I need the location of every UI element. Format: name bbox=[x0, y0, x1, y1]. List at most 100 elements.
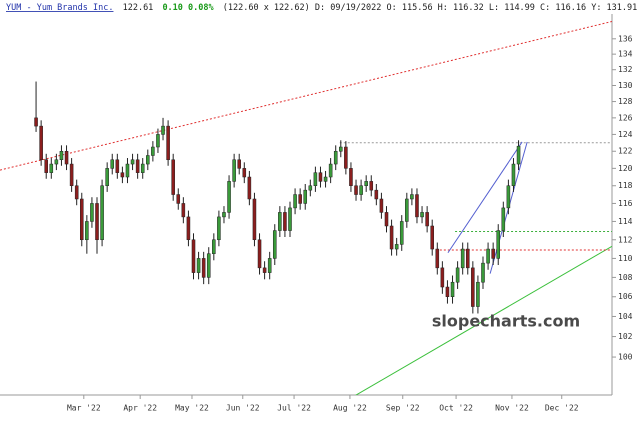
candle-body bbox=[425, 212, 429, 227]
candle-body bbox=[262, 267, 267, 273]
candle-body bbox=[191, 239, 196, 273]
candle-body bbox=[369, 181, 374, 191]
candle-body bbox=[151, 146, 155, 156]
x-tick-label: Aug '22 bbox=[333, 404, 367, 413]
y-tick-label: 126 bbox=[618, 113, 633, 122]
watermark: slopecharts.com bbox=[432, 312, 580, 331]
candle-body bbox=[247, 176, 252, 200]
candle-body bbox=[206, 253, 211, 278]
candle-body bbox=[120, 172, 125, 178]
candle-body bbox=[344, 146, 348, 169]
candle-body bbox=[308, 185, 313, 191]
candle-body bbox=[339, 146, 343, 152]
candle-body bbox=[349, 168, 353, 186]
plot bbox=[0, 20, 612, 395]
candle-body bbox=[298, 194, 302, 204]
y-tick-label: 102 bbox=[618, 332, 633, 341]
candle-body bbox=[293, 194, 297, 209]
candle-body bbox=[130, 159, 135, 165]
candle-body bbox=[471, 267, 475, 307]
y-tick-label: 110 bbox=[618, 254, 633, 263]
candle-body bbox=[115, 159, 120, 173]
candle-body bbox=[252, 198, 257, 241]
x-tick-label: Nov '22 bbox=[495, 404, 529, 413]
candle-body bbox=[394, 244, 399, 250]
candle-body bbox=[217, 216, 221, 241]
candle-body bbox=[64, 150, 69, 165]
y-tick-label: 104 bbox=[618, 312, 633, 321]
candle-body bbox=[389, 225, 394, 250]
x-tick-label: Dec '22 bbox=[545, 404, 579, 413]
candle-body bbox=[74, 185, 79, 200]
candle-body bbox=[374, 189, 379, 200]
y-tick-label: 136 bbox=[618, 34, 633, 43]
y-tick-label: 118 bbox=[618, 181, 633, 190]
y-tick-label: 108 bbox=[618, 273, 633, 282]
candle-body bbox=[110, 159, 115, 169]
y-tick-label: 130 bbox=[618, 81, 633, 90]
candle-body bbox=[267, 258, 272, 273]
candle-body bbox=[196, 258, 201, 273]
candle-body bbox=[176, 194, 181, 204]
candle-body bbox=[105, 168, 109, 186]
candle-body bbox=[34, 117, 38, 127]
candle-body bbox=[272, 230, 277, 259]
candle-body bbox=[125, 163, 130, 178]
candle-body bbox=[359, 185, 363, 195]
candle-body bbox=[288, 207, 292, 231]
candle-body bbox=[201, 258, 206, 278]
candle-body bbox=[166, 125, 170, 161]
y-tick-label: 116 bbox=[618, 199, 633, 208]
candle-body bbox=[501, 207, 506, 231]
candle-body bbox=[333, 150, 338, 165]
candle-body bbox=[399, 221, 404, 245]
candle-body bbox=[79, 198, 84, 241]
candle-body bbox=[39, 125, 43, 161]
change: 0.10 0.08% bbox=[162, 3, 214, 13]
candle-body bbox=[410, 194, 414, 200]
candle-body bbox=[171, 159, 175, 195]
candle-body bbox=[257, 239, 262, 269]
candle-body bbox=[445, 286, 450, 297]
candle-body bbox=[415, 194, 419, 218]
candle-body bbox=[69, 163, 74, 186]
y-tick-label: 134 bbox=[618, 50, 633, 59]
y-tick-label: 120 bbox=[618, 164, 633, 173]
candle-body bbox=[227, 181, 231, 213]
candle-body bbox=[435, 248, 440, 269]
x-tick-label: Apr '22 bbox=[123, 404, 157, 413]
symbol[interactable]: YUM - Yum Brands Inc. bbox=[6, 3, 113, 13]
candle-body bbox=[237, 159, 241, 169]
header: YUM - Yum Brands Inc. 122.61 0.10 0.08% … bbox=[6, 3, 637, 13]
candle-body bbox=[491, 248, 495, 259]
candle-body bbox=[511, 163, 516, 186]
candle-body bbox=[212, 239, 216, 254]
candle-body bbox=[364, 181, 368, 186]
candle-body bbox=[476, 281, 480, 307]
candle-body bbox=[481, 262, 485, 283]
x-tick-label: Jun '22 bbox=[226, 404, 260, 413]
candle-body bbox=[186, 216, 191, 241]
trendline bbox=[447, 141, 523, 254]
candle-body bbox=[181, 203, 186, 218]
candle-body bbox=[44, 159, 48, 173]
candle-body bbox=[278, 212, 282, 231]
candle-body bbox=[135, 159, 140, 173]
y-tick-label: 106 bbox=[618, 292, 633, 301]
candle-body bbox=[156, 134, 160, 148]
y-tick-label: 128 bbox=[618, 97, 633, 106]
candle-body bbox=[232, 159, 236, 182]
candle-body bbox=[405, 198, 409, 222]
candle-body bbox=[450, 281, 455, 297]
candle-body bbox=[455, 267, 460, 283]
candle-body bbox=[100, 185, 104, 241]
candle-body bbox=[318, 172, 323, 182]
candle-body bbox=[465, 248, 470, 269]
x-tick-label: Jul '22 bbox=[277, 404, 311, 413]
candle-body bbox=[440, 267, 445, 288]
candle-body bbox=[146, 155, 150, 165]
x-tick-label: Sep '22 bbox=[386, 404, 420, 413]
candle-body bbox=[313, 172, 318, 186]
candle-body bbox=[49, 163, 54, 173]
candle-body bbox=[85, 221, 89, 241]
